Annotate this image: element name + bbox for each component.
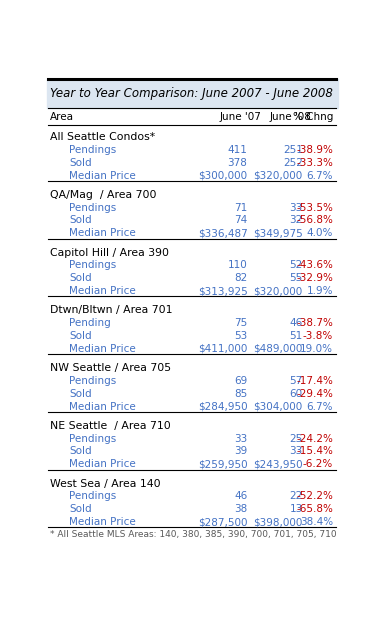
Text: Pendings: Pendings <box>69 433 117 443</box>
Text: 69: 69 <box>234 376 248 386</box>
Text: 32: 32 <box>290 216 303 225</box>
Text: 33: 33 <box>290 447 303 457</box>
Text: 51: 51 <box>290 331 303 341</box>
Text: $398,000: $398,000 <box>253 517 303 527</box>
Text: Pendings: Pendings <box>69 260 117 270</box>
Text: -43.6%: -43.6% <box>296 260 333 270</box>
Text: $411,000: $411,000 <box>198 344 248 353</box>
Text: $300,000: $300,000 <box>198 170 248 181</box>
Text: $336,487: $336,487 <box>198 228 248 238</box>
Text: Median Price: Median Price <box>69 517 136 527</box>
Text: * All Seattle MLS Areas: 140, 380, 385, 390, 700, 701, 705, 710: * All Seattle MLS Areas: 140, 380, 385, … <box>50 530 337 539</box>
Text: -17.4%: -17.4% <box>296 376 333 386</box>
Text: Median Price: Median Price <box>69 228 136 238</box>
Text: All Seattle Condos*: All Seattle Condos* <box>50 132 156 142</box>
Text: 25: 25 <box>290 433 303 443</box>
Text: 252: 252 <box>283 158 303 168</box>
Text: Sold: Sold <box>69 273 92 283</box>
Text: Year to Year Comparison: June 2007 - June 2008: Year to Year Comparison: June 2007 - Jun… <box>50 87 333 101</box>
Text: Area: Area <box>50 112 74 122</box>
Text: -56.8%: -56.8% <box>296 216 333 225</box>
Text: $313,925: $313,925 <box>198 286 248 296</box>
Text: Sold: Sold <box>69 158 92 168</box>
Text: 71: 71 <box>234 203 248 213</box>
Text: $349,975: $349,975 <box>253 228 303 238</box>
Text: Pendings: Pendings <box>69 203 117 213</box>
Text: 251: 251 <box>283 145 303 155</box>
Text: Sold: Sold <box>69 331 92 341</box>
Text: $284,950: $284,950 <box>198 401 248 411</box>
Text: -38.9%: -38.9% <box>296 145 333 155</box>
Text: 53: 53 <box>234 331 248 341</box>
Text: 1.9%: 1.9% <box>307 286 333 296</box>
Text: $287,500: $287,500 <box>198 517 248 527</box>
Text: -3.8%: -3.8% <box>303 331 333 341</box>
Text: -65.8%: -65.8% <box>296 504 333 514</box>
Text: Pending: Pending <box>69 318 111 328</box>
Text: -6.2%: -6.2% <box>303 459 333 469</box>
Text: NW Seattle / Area 705: NW Seattle / Area 705 <box>50 363 171 373</box>
Text: -52.2%: -52.2% <box>296 491 333 501</box>
Text: 75: 75 <box>234 318 248 328</box>
Text: 85: 85 <box>234 389 248 399</box>
Text: % Chng: % Chng <box>293 112 333 122</box>
Text: June '08: June '08 <box>269 112 311 122</box>
Text: 57: 57 <box>290 376 303 386</box>
Text: 33: 33 <box>290 203 303 213</box>
Text: 6.7%: 6.7% <box>307 170 333 181</box>
Text: -32.9%: -32.9% <box>296 273 333 283</box>
Text: 38.4%: 38.4% <box>300 517 333 527</box>
Text: 60: 60 <box>290 389 303 399</box>
Text: Median Price: Median Price <box>69 344 136 353</box>
Text: -15.4%: -15.4% <box>296 447 333 457</box>
Text: 22: 22 <box>290 491 303 501</box>
Text: 33: 33 <box>234 433 248 443</box>
Text: 4.0%: 4.0% <box>307 228 333 238</box>
Text: $320,000: $320,000 <box>254 286 303 296</box>
Text: Median Price: Median Price <box>69 401 136 411</box>
Text: Median Price: Median Price <box>69 459 136 469</box>
Text: Pendings: Pendings <box>69 491 117 501</box>
Text: June '07: June '07 <box>220 112 262 122</box>
Text: 39: 39 <box>234 447 248 457</box>
Text: 74: 74 <box>234 216 248 225</box>
Text: Median Price: Median Price <box>69 170 136 181</box>
Text: 46: 46 <box>234 491 248 501</box>
Text: Median Price: Median Price <box>69 286 136 296</box>
Text: -24.2%: -24.2% <box>296 433 333 443</box>
Text: $243,950: $243,950 <box>253 459 303 469</box>
Text: NE Seattle  / Area 710: NE Seattle / Area 710 <box>50 421 171 431</box>
Text: 38: 38 <box>234 504 248 514</box>
Text: 411: 411 <box>228 145 248 155</box>
Text: 378: 378 <box>228 158 248 168</box>
Bar <box>47 79 338 108</box>
Text: Capitol Hill / Area 390: Capitol Hill / Area 390 <box>50 248 170 257</box>
Text: 6.7%: 6.7% <box>307 401 333 411</box>
Text: 55: 55 <box>290 273 303 283</box>
Text: 52: 52 <box>290 260 303 270</box>
Text: 46: 46 <box>290 318 303 328</box>
Text: Dtwn/Bltwn / Area 701: Dtwn/Bltwn / Area 701 <box>50 305 173 315</box>
Text: 110: 110 <box>228 260 248 270</box>
Text: $259,950: $259,950 <box>198 459 248 469</box>
Text: Sold: Sold <box>69 389 92 399</box>
Text: $304,000: $304,000 <box>254 401 303 411</box>
Text: Sold: Sold <box>69 504 92 514</box>
Text: Pendings: Pendings <box>69 145 117 155</box>
Text: $320,000: $320,000 <box>254 170 303 181</box>
Text: -38.7%: -38.7% <box>296 318 333 328</box>
Text: -53.5%: -53.5% <box>296 203 333 213</box>
Text: -33.3%: -33.3% <box>296 158 333 168</box>
Text: Sold: Sold <box>69 447 92 457</box>
Text: 82: 82 <box>234 273 248 283</box>
Text: Pendings: Pendings <box>69 376 117 386</box>
Text: QA/Mag  / Area 700: QA/Mag / Area 700 <box>50 190 157 200</box>
Text: West Sea / Area 140: West Sea / Area 140 <box>50 479 161 489</box>
Text: 19.0%: 19.0% <box>300 344 333 353</box>
Text: Sold: Sold <box>69 216 92 225</box>
Text: -29.4%: -29.4% <box>296 389 333 399</box>
Text: 13: 13 <box>290 504 303 514</box>
Text: $489,000: $489,000 <box>253 344 303 353</box>
